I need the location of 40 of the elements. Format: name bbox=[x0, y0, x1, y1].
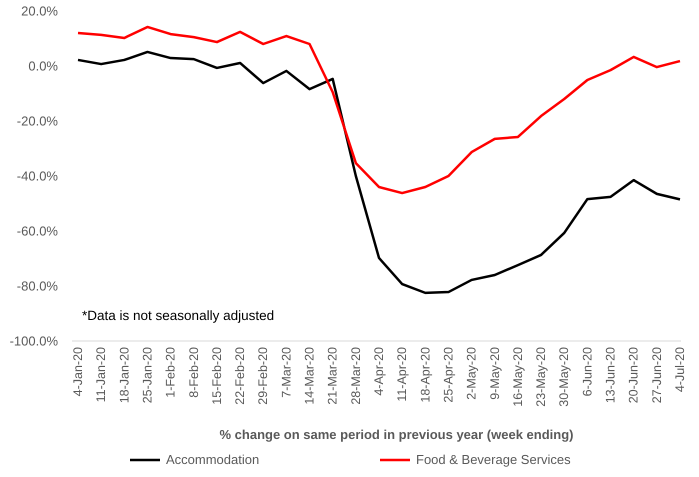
x-tick-label: 15-Feb-20 bbox=[210, 346, 224, 405]
line-series bbox=[76, 50, 682, 294]
x-tick-label: 21-Mar-20 bbox=[326, 346, 340, 405]
x-tick-label: 22-Feb-20 bbox=[233, 346, 248, 405]
x-tick-label: 8-Feb-20 bbox=[186, 346, 201, 398]
x-tick-label: 18-Apr-20 bbox=[418, 346, 432, 403]
y-tick-label: -80.0% bbox=[16, 278, 58, 294]
x-tick-label: 16-May-20 bbox=[510, 346, 525, 407]
x-tick-label: 25-Jan-20 bbox=[140, 346, 154, 404]
x-tick-label: 28-Mar-20 bbox=[348, 346, 363, 405]
x-tick-label: 29-Feb-20 bbox=[256, 346, 270, 405]
x-tick-label: 1-Feb-20 bbox=[164, 346, 178, 398]
x-tick-label: 13-Jun-20 bbox=[604, 346, 618, 404]
y-tick-label: 0.0% bbox=[28, 58, 58, 74]
x-axis-title: % change on same period in previous year (week ending) bbox=[220, 427, 574, 442]
x-tick-label: 4-Jan-20 bbox=[71, 346, 85, 396]
x-tick-label: 30-May-20 bbox=[557, 346, 572, 407]
x-tick-label: 27-Jun-20 bbox=[650, 346, 664, 404]
y-tick-label: -40.0% bbox=[16, 168, 58, 184]
y-tick-label: -20.0% bbox=[16, 114, 58, 129]
x-tick-label: 11-Apr-20 bbox=[395, 346, 410, 402]
line-series bbox=[76, 26, 682, 194]
x-tick-label: 20-Jun-20 bbox=[626, 346, 641, 404]
x-tick-label: 7-Mar-20 bbox=[279, 346, 294, 398]
x-tick-label: 23-May-20 bbox=[534, 346, 548, 407]
x-tick-label: 18-Jan-20 bbox=[117, 346, 132, 404]
y-tick-label: -60.0% bbox=[16, 224, 58, 239]
x-tick-label: 25-Apr-20 bbox=[441, 346, 456, 403]
x-tick-label: 4-Jul-20 bbox=[673, 346, 687, 392]
legend-label: Accommodation bbox=[166, 452, 260, 467]
x-tick-label: 4-Apr-20 bbox=[372, 346, 386, 396]
x-tick-label: 2-May-20 bbox=[464, 346, 479, 400]
annotation: *Data is not seasonally adjusted bbox=[82, 308, 274, 323]
x-tick-label: 11-Jan-20 bbox=[94, 346, 108, 402]
y-tick-label: -100.0% bbox=[10, 334, 58, 349]
x-tick-label: 9-May-20 bbox=[488, 346, 502, 400]
x-tick-label: 6-Jun-20 bbox=[580, 346, 594, 396]
y-tick-label: 20.0% bbox=[21, 4, 58, 19]
legend-label: Food & Beverage Services bbox=[416, 452, 572, 467]
x-tick-label: 14-Mar-20 bbox=[302, 346, 317, 405]
